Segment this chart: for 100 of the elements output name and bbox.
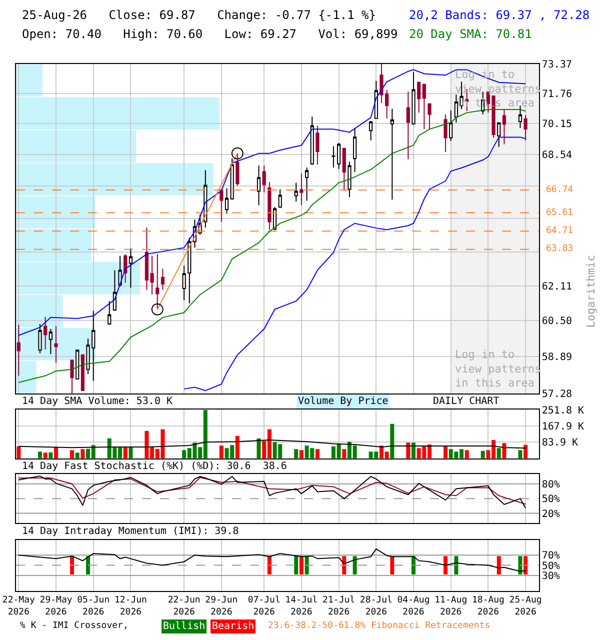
candlestick: [118, 255, 122, 288]
ref-line-label: 63.83: [546, 244, 574, 254]
line-series: [18, 440, 526, 449]
x-tick-label: 21-Jul 2026: [322, 596, 356, 618]
candlestick: [412, 72, 416, 126]
candlestick: [353, 128, 357, 173]
bar: [80, 449, 85, 458]
x-tick-label: 28-Jul 2026: [360, 596, 392, 618]
bar: [480, 450, 485, 458]
text: Volume By Price: [298, 396, 388, 407]
x-tick-label: 25-Aug 2026: [509, 596, 542, 618]
candlestick: [444, 114, 448, 152]
y-tick-label: 50%: [542, 560, 560, 572]
text: DAILY CHART: [433, 396, 500, 407]
candlestick: [316, 125, 320, 166]
candlestick: [220, 189, 224, 222]
candlestick: [236, 152, 240, 186]
candlestick: [369, 120, 373, 141]
candlestick: [300, 173, 304, 206]
bar: [294, 449, 298, 458]
candlestick: [348, 161, 352, 198]
x-tick-label: 12-Jun 2026: [114, 596, 147, 618]
candlestick: [76, 348, 80, 380]
candlestick: [304, 166, 309, 202]
text: Bearish: [212, 621, 254, 632]
bar: [299, 450, 304, 458]
bar: [16, 446, 21, 458]
x-tick-label: 11-Aug 2026: [434, 596, 468, 618]
bar: [444, 446, 448, 458]
bar: [38, 452, 42, 458]
candlestick: [224, 188, 229, 214]
x-tick-label: 04-Aug 2026: [397, 596, 430, 618]
candlestick: [160, 268, 165, 290]
y-tick-label: 251.8 K: [542, 405, 584, 416]
candlestick: [54, 326, 58, 364]
y-tick-label: 58.89: [542, 352, 572, 364]
bar: [315, 449, 320, 458]
bar: [70, 450, 74, 458]
bar: [128, 446, 133, 458]
candlestick: [449, 110, 453, 142]
bar: [390, 424, 394, 458]
chart-subtitle: Open: 70.40 High: 70.60 Low: 69.27 Vol: 69,899: [22, 27, 398, 41]
candlestick: [128, 248, 133, 288]
candlestick: [268, 182, 272, 230]
candlestick: [417, 81, 421, 114]
chart-title: 25-Aug-26 Close: 69.87 Change: -0.77 {-1.1 %}: [22, 8, 376, 22]
candlestick: [150, 255, 154, 296]
line-series: [18, 548, 526, 572]
text: 20,2 Bands: 69.37 , 72.28: [409, 8, 590, 22]
y-tick-label: 80%: [542, 479, 560, 490]
x-tick-label: 05-Jun 2026: [77, 596, 110, 618]
y-tick-label: 83.9 K: [542, 438, 578, 449]
x-tick-label: 07-Jul 2026: [248, 596, 280, 618]
y-tick-label: 60.50: [542, 316, 572, 328]
y-tick-label: 50%: [542, 494, 560, 506]
x-tick-label: 22-Jun 2026: [168, 596, 200, 618]
candlestick: [454, 94, 458, 124]
y-tick-label: 68.54: [542, 150, 572, 162]
candlestick: [38, 324, 42, 354]
candlestick: [406, 91, 410, 160]
bar: [54, 447, 58, 458]
ref-line-label: 64.71: [546, 226, 574, 236]
candlestick: [294, 182, 298, 202]
text: 23.6-38.2-50-61.8% Fibonacci Retracements: [268, 621, 490, 631]
y-tick-label: 73.37: [542, 59, 572, 70]
candlestick: [48, 328, 52, 355]
y-tick-label: 57.28: [542, 389, 572, 400]
candlestick: [144, 226, 149, 290]
candlestick: [502, 108, 506, 145]
candlestick: [278, 188, 282, 208]
x-tick-label: 22-May 2026: [2, 596, 36, 618]
candlestick: [108, 300, 112, 326]
candlestick: [390, 108, 394, 200]
text: Bullish: [163, 621, 206, 632]
bar: [43, 452, 48, 458]
bar: [123, 448, 128, 458]
x-tick-label: 29-Jun 2026: [205, 596, 238, 618]
candlestick: [422, 83, 426, 130]
bar: [496, 448, 501, 458]
chart-title: 14 Day SMA Volume: 53.0 K: [22, 396, 173, 407]
x-tick-label: 18-Aug 2026: [472, 596, 504, 618]
chart-title: 14 Day Fast Stochastic (%K) (%D): 30.6 38.6: [22, 461, 287, 472]
candlestick: [156, 254, 160, 310]
candlestick: [497, 122, 501, 148]
candlestick: [374, 80, 378, 120]
bar: [235, 436, 240, 458]
candlestick: [342, 147, 346, 192]
candlestick: [230, 158, 234, 200]
bar: [48, 452, 53, 458]
ref-line-label: 66.74: [546, 185, 574, 195]
candlestick: [256, 164, 261, 206]
ref-line-label: 65.61: [546, 208, 574, 218]
bar: [518, 450, 522, 458]
candlestick: [310, 116, 314, 166]
candlestick: [80, 354, 84, 392]
text: % K - IMI Crossover,: [20, 621, 128, 631]
y-tick-label: 70%: [542, 550, 560, 562]
bar: [406, 442, 410, 458]
candlestick: [16, 324, 20, 376]
candlestick: [428, 102, 432, 130]
